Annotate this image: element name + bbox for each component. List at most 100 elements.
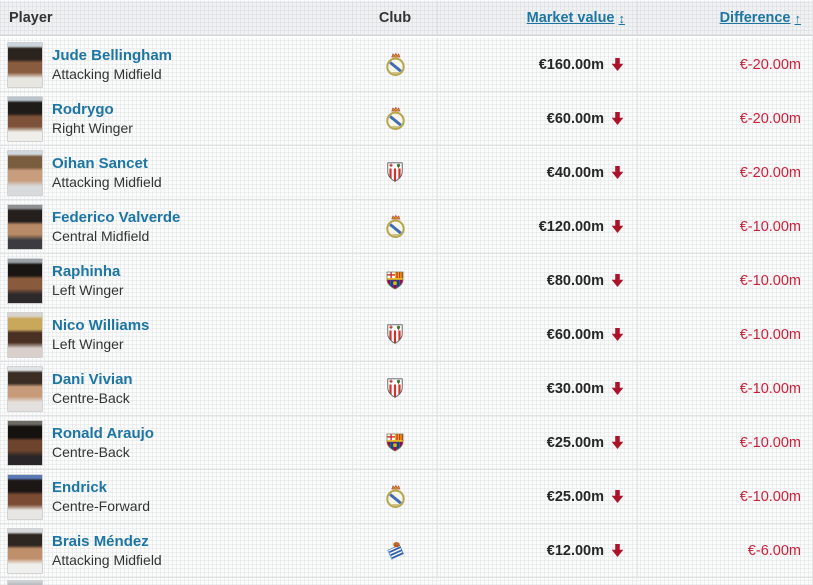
player-name-link[interactable]: Federico Valverde — [52, 208, 181, 226]
difference-value: €-20.00m — [739, 56, 801, 73]
partial-player-photo — [7, 580, 43, 585]
club-crest-link[interactable] — [385, 214, 405, 239]
player-cell: Jude Bellingham Attacking Midfield — [0, 38, 352, 91]
real-madrid-crest-icon — [385, 214, 405, 238]
player-photo[interactable] — [7, 527, 43, 574]
player-info: Nico Williams Left Winger — [52, 316, 150, 352]
difference-cell: €-10.00m — [637, 200, 813, 253]
market-value: €120.00m — [538, 218, 604, 235]
sort-ascending-icon: ↑ — [794, 10, 802, 26]
trend-down-arrow-icon — [611, 382, 624, 395]
fc-barcelona-crest-icon — [386, 271, 404, 290]
player-photo[interactable] — [7, 365, 43, 412]
athletic-bilbao-crest-icon — [387, 378, 403, 398]
club-crest-link[interactable] — [386, 433, 404, 452]
player-position: Centre-Back — [52, 389, 130, 406]
table-body: Jude Bellingham Attacking Midfield €160.… — [0, 38, 812, 578]
player-info: Jude Bellingham Attacking Midfield — [52, 46, 173, 82]
player-position: Right Winger — [52, 119, 133, 136]
market-value: €60.00m — [546, 326, 604, 343]
player-photo[interactable] — [7, 203, 43, 250]
club-cell — [352, 470, 438, 523]
athletic-bilbao-crest-icon — [387, 162, 403, 182]
player-info: Rodrygo Right Winger — [52, 100, 133, 136]
table-row: Raphinha Left Winger €80.00 — [0, 254, 812, 308]
athletic-bilbao-crest-icon — [387, 324, 403, 344]
player-name-link[interactable]: Nico Williams — [52, 316, 150, 334]
difference-cell: €-10.00m — [637, 470, 813, 523]
trend-down-arrow-icon — [611, 490, 624, 503]
player-name-link[interactable]: Raphinha — [52, 262, 121, 280]
market-value-column-label: Market value — [526, 10, 615, 26]
trend-down-arrow-icon — [611, 220, 624, 233]
table-row: Dani Vivian Centre-Back €30.00m — [0, 362, 812, 416]
market-value: €25.00m — [546, 434, 604, 451]
player-photo[interactable] — [7, 419, 43, 466]
player-name-link[interactable]: Ronald Araujo — [52, 424, 154, 442]
player-cell: Oihan Sancet Attacking Midfield — [0, 146, 352, 199]
column-header-club: Club — [352, 1, 438, 35]
player-name-link[interactable]: Jude Bellingham — [52, 46, 173, 64]
difference-value: €-10.00m — [739, 272, 801, 289]
player-name-link[interactable]: Oihan Sancet — [52, 154, 148, 172]
player-info: Federico Valverde Central Midfield — [52, 208, 181, 244]
trend-down-arrow-icon — [611, 328, 624, 341]
player-position: Central Midfield — [52, 227, 150, 244]
player-photo[interactable] — [7, 257, 43, 304]
table-row: Jude Bellingham Attacking Midfield €160.… — [0, 38, 812, 92]
difference-column-label: Difference — [719, 10, 791, 26]
player-name-link[interactable]: Rodrygo — [52, 100, 114, 118]
club-crest-link[interactable] — [387, 378, 403, 399]
club-cell — [352, 308, 438, 361]
club-crest-link[interactable] — [385, 540, 406, 561]
player-photo[interactable] — [7, 41, 43, 88]
club-crest-link[interactable] — [387, 324, 403, 345]
player-name-link[interactable]: Brais Méndez — [52, 532, 149, 550]
player-cell: Endrick Centre-Forward — [0, 470, 352, 523]
club-crest-link[interactable] — [385, 106, 405, 131]
difference-value: €-10.00m — [739, 326, 801, 343]
table-header-row: Player Club Market value ↕ Difference ↑ — [0, 0, 812, 36]
column-header-difference: Difference ↑ — [637, 1, 813, 35]
club-crest-link[interactable] — [385, 52, 405, 77]
trend-down-arrow-icon — [611, 436, 624, 449]
club-column-label: Club — [378, 10, 412, 26]
player-position: Attacking Midfield — [52, 173, 162, 190]
player-cell: Federico Valverde Central Midfield — [0, 200, 352, 253]
club-crest-link[interactable] — [387, 162, 403, 183]
club-cell — [352, 362, 438, 415]
player-position: Left Winger — [52, 281, 124, 298]
difference-sort-link[interactable]: Difference ↑ — [720, 10, 801, 26]
club-crest-link[interactable] — [386, 271, 404, 290]
club-crest-link[interactable] — [385, 484, 405, 509]
market-value-cell: €30.00m — [438, 362, 637, 415]
table-row: Brais Méndez Attacking Midfield €12.00m … — [0, 524, 812, 578]
table-row: Federico Valverde Central Midfield €120.… — [0, 200, 812, 254]
market-value: €160.00m — [538, 56, 604, 73]
difference-value: €-20.00m — [739, 110, 801, 127]
player-photo[interactable] — [7, 95, 43, 142]
player-info: Ronald Araujo Centre-Back — [52, 424, 154, 460]
market-value-cell: €60.00m — [438, 92, 637, 145]
table-row: Rodrygo Right Winger €60.00m €-20.00m — [0, 92, 812, 146]
market-value-cell: €160.00m — [438, 38, 637, 91]
difference-cell: €-6.00m — [637, 524, 813, 577]
player-column-label: Player — [9, 10, 53, 26]
player-name-link[interactable]: Dani Vivian — [52, 370, 133, 388]
real-sociedad-crest-icon — [386, 542, 404, 561]
player-photo[interactable] — [7, 149, 43, 196]
real-madrid-crest-icon — [385, 106, 405, 130]
player-name-link[interactable]: Endrick — [52, 478, 108, 496]
player-photo[interactable] — [7, 473, 43, 520]
player-position: Attacking Midfield — [52, 65, 162, 82]
column-header-market-value: Market value ↕ — [438, 1, 637, 35]
table-row: Nico Williams Left Winger €60.00m — [0, 308, 812, 362]
market-value-cell: €80.00m — [438, 254, 637, 307]
trend-down-arrow-icon — [611, 112, 624, 125]
market-value: €25.00m — [546, 488, 604, 505]
player-photo[interactable] — [7, 311, 43, 358]
market-value-sort-link[interactable]: Market value ↕ — [527, 10, 625, 26]
difference-cell: €-20.00m — [637, 92, 813, 145]
club-cell — [352, 254, 438, 307]
